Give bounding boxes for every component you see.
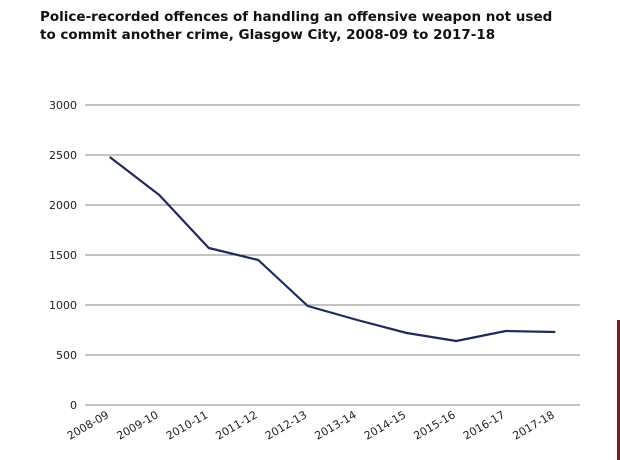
y-tick-label: 1500 — [49, 249, 77, 262]
y-tick-label: 1000 — [49, 299, 77, 312]
x-tick-label: 2015-16 — [411, 408, 457, 442]
x-axis-ticks: 2008-09 2009-10 2010-11 2011-12 2012-13 2013-… — [65, 408, 557, 442]
accent-edge-bar — [617, 320, 620, 460]
y-tick-label: 2000 — [49, 199, 77, 212]
y-tick-label: 2500 — [49, 149, 77, 162]
x-tick-label: 2014-15 — [362, 408, 408, 442]
y-tick-label: 500 — [56, 349, 77, 362]
series-layer — [109, 156, 556, 343]
x-tick-label: 2016-17 — [461, 408, 507, 442]
x-tick-label: 2012-13 — [263, 408, 309, 442]
series-line — [109, 156, 556, 343]
x-tick-label: 2008-09 — [65, 408, 111, 442]
x-tick-label: 2013-14 — [312, 408, 358, 442]
x-tick-label: 2017-18 — [510, 408, 556, 442]
x-tick-label: 2010-11 — [164, 408, 210, 442]
y-tick-label: 3000 — [49, 99, 77, 112]
y-tick-label: 0 — [70, 399, 77, 412]
grid-lines — [85, 104, 580, 406]
x-tick-label: 2009-10 — [114, 408, 160, 442]
x-tick-label: 2011-12 — [213, 408, 259, 442]
chart-title: Police-recorded offences of handling an … — [40, 9, 553, 43]
y-axis-ticks: 0 500 1000 1500 2000 2500 3000 — [49, 99, 77, 412]
